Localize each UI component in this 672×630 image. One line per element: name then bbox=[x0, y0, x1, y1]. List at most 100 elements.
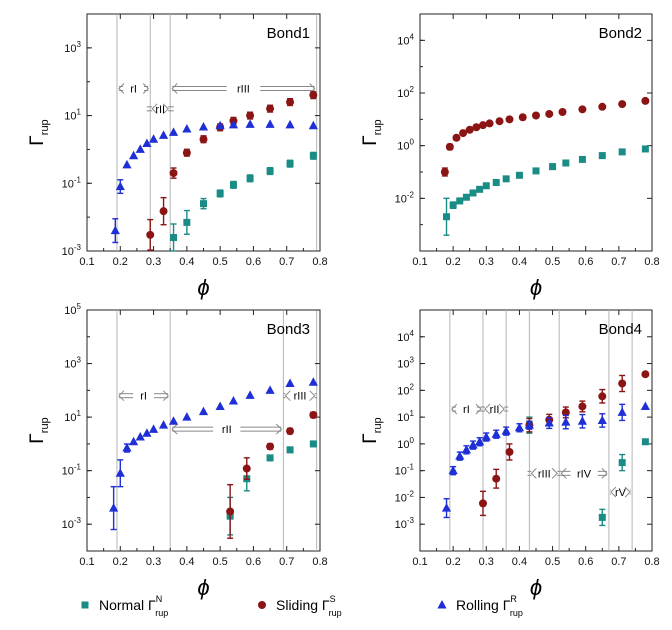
marker-triangle-9 bbox=[182, 124, 192, 133]
marker-square-10 bbox=[532, 167, 540, 175]
region-arrow-head-left bbox=[284, 390, 291, 402]
region-arrow-head-right bbox=[162, 103, 169, 115]
marker-triangle-8 bbox=[168, 416, 179, 425]
legend-label-circle: Sliding ΓS rup bbox=[276, 594, 342, 618]
marker-circle-3 bbox=[459, 129, 468, 138]
marker-triangle-13 bbox=[245, 390, 255, 399]
x-tick-label: 0.1 bbox=[412, 256, 427, 268]
y-tick-label: 10-1 bbox=[62, 175, 82, 190]
region-arrow-head-right bbox=[162, 390, 169, 402]
x-tick-label: 0.2 bbox=[445, 556, 460, 568]
marker-circle-1 bbox=[258, 601, 266, 609]
marker-square-3 bbox=[462, 193, 470, 201]
marker-triangle-12 bbox=[228, 119, 239, 129]
chart-panel-3: 0.1 0.2 0.3 0.4 0.5 0.6 0.7 0.8 10-3 10-1 101 103 10… bbox=[27, 302, 328, 600]
x-tick-label: 0.7 bbox=[279, 556, 294, 568]
marker-circle-8 bbox=[266, 104, 275, 113]
marker-circle-6 bbox=[578, 402, 587, 411]
y-tick-label: 10-3 bbox=[62, 243, 82, 258]
marker-square-12 bbox=[562, 159, 570, 167]
marker-square-0 bbox=[81, 601, 89, 609]
x-tick-label: 0.3 bbox=[146, 556, 161, 568]
panel-title: Bond1 bbox=[267, 25, 310, 42]
marker-square-1 bbox=[183, 218, 191, 226]
marker-square-7 bbox=[492, 178, 500, 186]
marker-circle-16 bbox=[618, 100, 627, 109]
marker-square-6 bbox=[482, 182, 490, 190]
marker-circle-9 bbox=[641, 370, 650, 379]
region-label-rV: rV bbox=[615, 487, 627, 499]
y-axis-label-group: Γrup bbox=[360, 417, 384, 443]
marker-circle-0 bbox=[146, 230, 155, 239]
marker-circle-7 bbox=[485, 119, 494, 128]
marker-circle-7 bbox=[598, 392, 607, 401]
marker-triangle-16 bbox=[308, 120, 318, 130]
x-tick-label: 0.4 bbox=[179, 256, 194, 268]
region-arrow-head-right bbox=[475, 403, 482, 415]
marker-triangle-0 bbox=[109, 503, 119, 512]
marker-circle-12 bbox=[545, 109, 554, 118]
y-axis-label-group: Γrup bbox=[27, 417, 51, 443]
chart-panel-1: 0.1 0.2 0.3 0.4 0.5 0.6 0.7 0.8 10-3 10-1 101 103 Bo… bbox=[27, 13, 328, 300]
region-arrow-head-right bbox=[601, 467, 608, 479]
marker-circle-5 bbox=[561, 408, 570, 417]
x-axis-label: ϕ bbox=[530, 275, 542, 300]
marker-triangle-4 bbox=[135, 144, 145, 153]
marker-square-2 bbox=[618, 459, 626, 467]
region-arrow-head-left bbox=[451, 403, 458, 415]
x-axis-label: ϕ bbox=[197, 575, 209, 600]
marker-triangle-0 bbox=[110, 225, 120, 235]
panel-title: Bond4 bbox=[599, 321, 642, 338]
marker-square-2 bbox=[456, 197, 464, 205]
x-tick-label: 0.2 bbox=[445, 256, 460, 268]
marker-triangle-7 bbox=[158, 130, 169, 139]
series-square bbox=[226, 440, 317, 536]
x-tick-label: 0.8 bbox=[644, 556, 659, 568]
region-label-rIII: rIII bbox=[294, 391, 307, 403]
marker-triangle-5 bbox=[475, 436, 485, 446]
marker-triangle-2 bbox=[122, 159, 132, 169]
marker-triangle-14 bbox=[265, 385, 275, 394]
y-tick-label: 10-3 bbox=[62, 516, 82, 531]
marker-triangle-12 bbox=[561, 417, 571, 426]
y-tick-label: 101 bbox=[397, 409, 414, 424]
region-label-rI: rI bbox=[463, 404, 470, 416]
region-label-rII: rII bbox=[155, 104, 165, 116]
x-tick-label: 0.5 bbox=[545, 556, 560, 568]
marker-triangle-8 bbox=[501, 426, 511, 435]
marker-square-0 bbox=[443, 213, 451, 221]
region-arrow-head-left bbox=[610, 486, 617, 498]
y-tick-label: 103 bbox=[64, 40, 81, 55]
region-label-rII: rII bbox=[222, 424, 232, 436]
marker-triangle-13 bbox=[245, 119, 255, 128]
x-tick-label: 0.8 bbox=[312, 556, 327, 568]
marker-triangle-10 bbox=[198, 121, 209, 131]
y-axis-label: Γrup bbox=[27, 119, 51, 145]
chart-panel-4: 0.1 0.2 0.3 0.4 0.5 0.6 0.7 0.8 10-3 10-2 10-1 100 1… bbox=[360, 309, 660, 600]
marker-triangle-10 bbox=[198, 406, 209, 416]
marker-square-0 bbox=[170, 234, 178, 242]
marker-circle-3 bbox=[182, 148, 191, 157]
region-arrow-head-left bbox=[560, 467, 567, 479]
series-circle bbox=[146, 91, 318, 251]
y-axis-label: Γrup bbox=[360, 119, 384, 145]
marker-triangle-15 bbox=[285, 119, 295, 129]
y-tick-label: 105 bbox=[64, 302, 81, 317]
region-label-rIV: rIV bbox=[577, 468, 592, 480]
marker-square-2 bbox=[266, 454, 274, 462]
region-arrow-head-right bbox=[551, 467, 558, 479]
y-axis-label-group: Γrup bbox=[27, 119, 51, 145]
marker-triangle-16 bbox=[640, 401, 650, 410]
marker-triangle-6 bbox=[148, 134, 159, 143]
marker-triangle-7 bbox=[491, 429, 501, 438]
y-tick-label: 103 bbox=[397, 356, 414, 371]
marker-circle-0 bbox=[478, 499, 487, 508]
legend: Normal ΓN rup Sliding ΓS rup Rolling ΓR rup bbox=[81, 594, 523, 618]
marker-circle-17 bbox=[641, 96, 650, 105]
marker-triangle-4 bbox=[135, 432, 145, 441]
x-tick-label: 0.5 bbox=[212, 556, 227, 568]
x-tick-label: 0.7 bbox=[611, 556, 626, 568]
x-tick-label: 0.1 bbox=[412, 556, 427, 568]
marker-circle-6 bbox=[478, 121, 487, 130]
marker-triangle-2 bbox=[437, 600, 447, 609]
